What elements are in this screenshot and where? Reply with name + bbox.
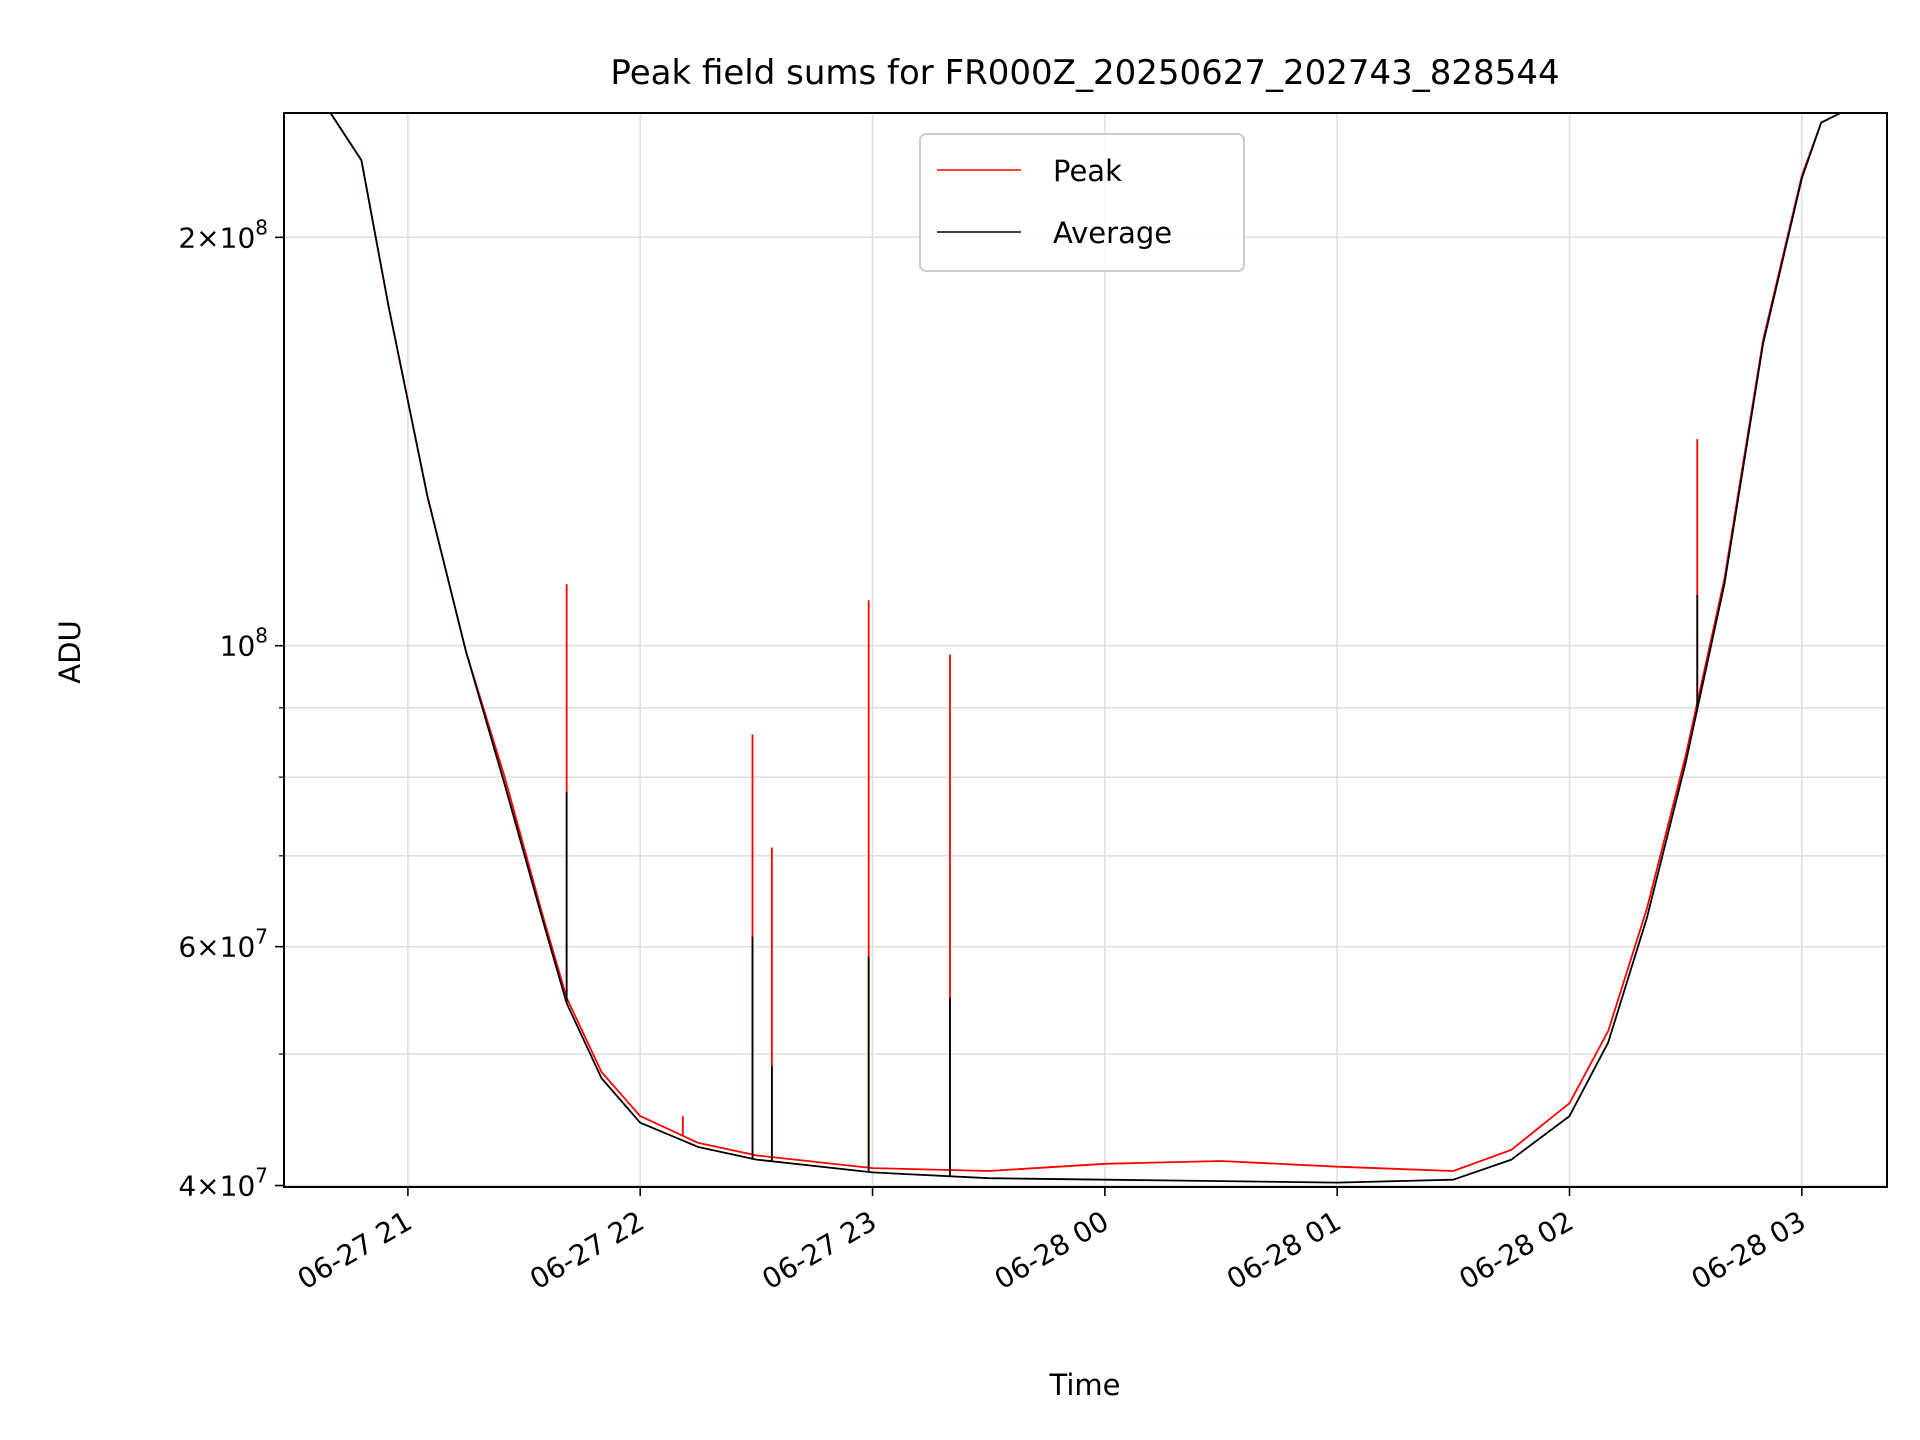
legend-label-peak: Peak <box>1053 154 1122 188</box>
y-axis-label: ADU <box>53 620 87 683</box>
legend: Peak Average <box>919 133 1245 272</box>
chart-title: Peak field sums for FR000Z_20250627_2027… <box>610 53 1559 93</box>
y-tick-label: 6×107 <box>178 925 268 964</box>
legend-box <box>919 133 1245 272</box>
y-tick-label: 108 <box>220 624 268 663</box>
legend-label-average: Average <box>1053 216 1172 250</box>
x-axis-label: Time <box>1049 1368 1121 1402</box>
y-tick-label: 4×107 <box>178 1164 268 1203</box>
y-axis: 4×107 6×107 108 2×108 <box>178 215 284 1203</box>
series-lines <box>284 112 1887 1184</box>
plot-frame <box>283 112 1888 1188</box>
series-line-average <box>284 112 1887 1184</box>
y-tick-label: 2×108 <box>178 215 268 254</box>
